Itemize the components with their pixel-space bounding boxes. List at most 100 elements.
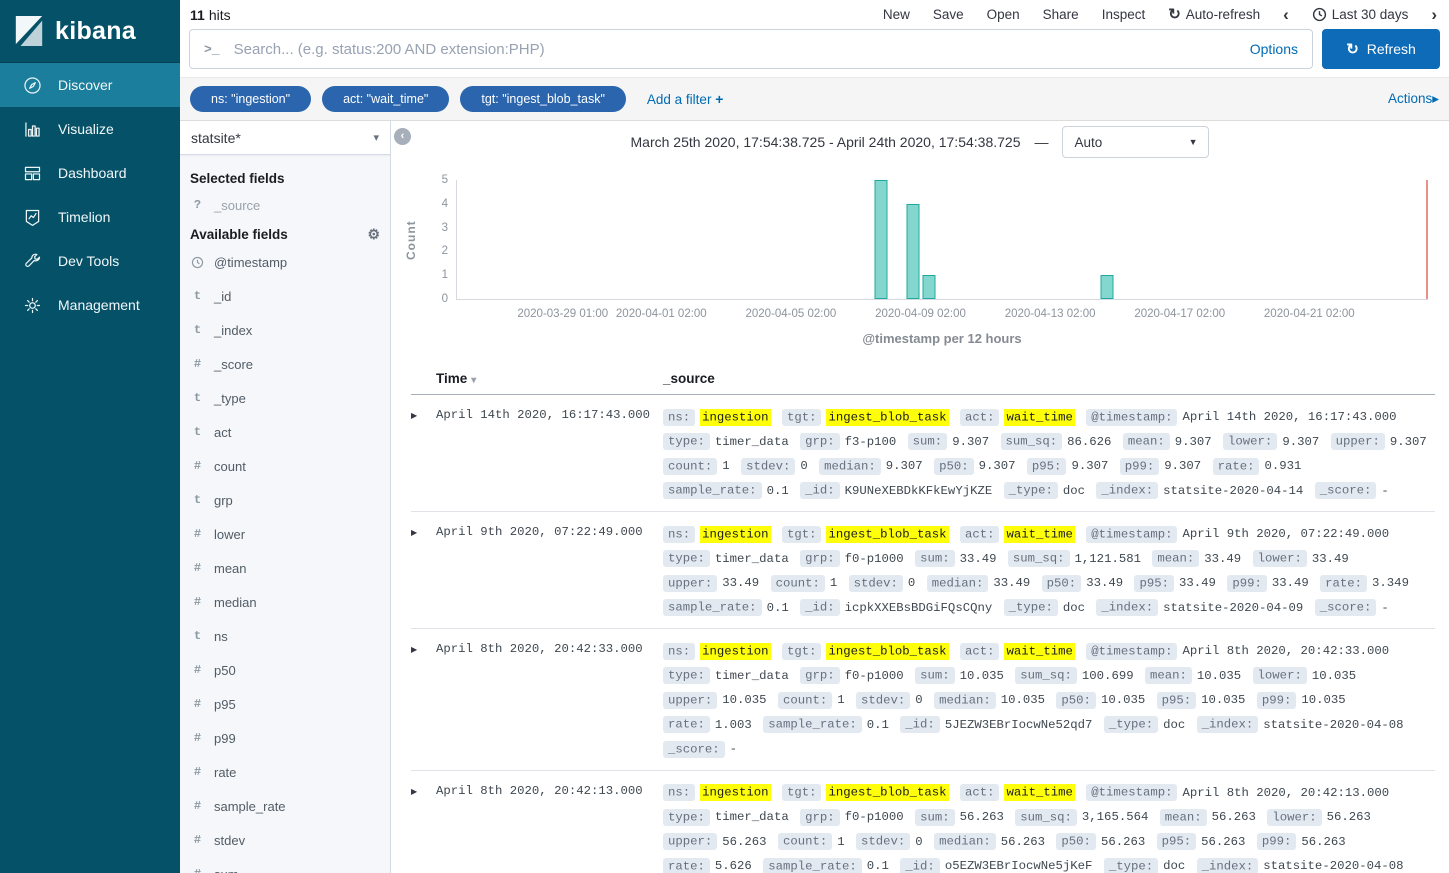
x-axis-tick: 2020-04-09 02:00: [875, 308, 966, 320]
histogram-bar[interactable]: [922, 275, 936, 299]
field-item-_index[interactable]: t _index: [190, 313, 380, 347]
time-range-button[interactable]: Last 30 days: [1312, 7, 1408, 22]
source-field-pair: _type: doc: [1103, 716, 1185, 733]
field-item-p99[interactable]: # p99: [190, 721, 380, 755]
source-field-pair: tgt: ingest_blob_task: [781, 784, 949, 801]
filter-pill-act[interactable]: act: "wait_time": [322, 86, 450, 112]
time-back-button[interactable]: ‹: [1283, 5, 1289, 24]
field-item-_source[interactable]: ? _source: [190, 188, 380, 222]
histogram-bar[interactable]: [1100, 275, 1114, 299]
field-key-badge: mean:: [1152, 550, 1200, 567]
new-button[interactable]: New: [882, 7, 910, 22]
field-key-badge: sum:: [907, 433, 948, 450]
field-item-sample_rate[interactable]: # sample_rate: [190, 789, 380, 823]
source-field-pair: grp: f3-p100: [800, 433, 896, 450]
field-type-icon: #: [193, 799, 202, 813]
field-key-badge: sample_rate:: [763, 857, 862, 873]
time-column-header[interactable]: Time ▾: [436, 371, 477, 386]
x-axis-tick: 2020-04-17 02:00: [1134, 308, 1226, 320]
field-key-badge: ns:: [663, 642, 696, 660]
field-key-badge: _index:: [1096, 599, 1159, 616]
sidebar-item-label: Management: [58, 297, 140, 313]
row-source: ns: ingestion tgt: ingest_blob_task act: wa…: [663, 781, 1435, 873]
field-key-badge: grp:: [800, 808, 840, 826]
field-item-rate[interactable]: # rate: [190, 755, 380, 789]
sidebar-item-dashboard[interactable]: Dashboard: [0, 151, 180, 195]
filter-actions-button[interactable]: Actions▸: [1387, 91, 1439, 106]
share-button[interactable]: Share: [1042, 7, 1079, 22]
source-field-pair: p50: 10.035: [1056, 691, 1145, 709]
add-filter-button[interactable]: Add a filter +: [646, 91, 724, 107]
source-field-pair: count: 1: [777, 833, 845, 850]
collapse-sidebar-button[interactable]: ‹: [394, 128, 411, 145]
field-label: count: [214, 458, 246, 474]
highlighted-field-value: wait_time: [1004, 525, 1075, 543]
filter-pill-ns[interactable]: ns: "ingestion": [190, 86, 312, 112]
sidebar-item-timelion[interactable]: Timelion: [0, 195, 180, 239]
field-label: _index: [214, 322, 253, 338]
field-item-@timestamp[interactable]: @timestamp: [190, 245, 380, 279]
options-button[interactable]: Options: [1249, 41, 1298, 57]
field-settings-gear-icon[interactable]: ⚙: [367, 226, 380, 242]
field-item-lower[interactable]: # lower: [190, 517, 380, 551]
field-key-badge: mean:: [1122, 433, 1170, 450]
field-value: 33.49: [993, 576, 1031, 590]
source-field-pair: _index: statsite-2020-04-08: [1196, 716, 1404, 733]
field-item-p95[interactable]: # p95: [190, 687, 380, 721]
sidebar-item-visualize[interactable]: Visualize: [0, 107, 180, 151]
expand-row-button[interactable]: ▶: [411, 786, 418, 796]
expand-row-button[interactable]: ▶: [411, 645, 418, 654]
field-item-count[interactable]: # count: [190, 449, 380, 483]
histogram-bar[interactable]: [874, 180, 888, 299]
histogram-bar[interactable]: [906, 203, 920, 299]
source-field-pair: mean: 10.035: [1144, 667, 1241, 684]
source-field-pair: sample_rate: 0.1: [763, 857, 889, 873]
selected-fields-list: ? _source: [190, 188, 380, 222]
field-item-sum[interactable]: # sum: [190, 857, 380, 873]
field-item-mean[interactable]: # mean: [190, 551, 380, 585]
filter-pill-tgt[interactable]: tgt: "ingest_blob_task": [460, 86, 626, 112]
field-value: 1.003: [714, 717, 752, 732]
field-value: doc: [1062, 600, 1086, 615]
time-forward-button[interactable]: ›: [1431, 5, 1437, 24]
field-item-grp[interactable]: t grp: [190, 483, 380, 517]
field-item-act[interactable]: t act: [190, 415, 380, 449]
index-pattern-select[interactable]: statsite* ▾: [180, 121, 390, 155]
save-button[interactable]: Save: [932, 7, 964, 22]
sidebar-item-label: Timelion: [58, 209, 111, 225]
field-item-p50[interactable]: # p50: [190, 653, 380, 687]
source-field-pair: sum: 9.307: [907, 433, 989, 450]
expand-row-button[interactable]: ▶: [411, 411, 418, 420]
field-key-badge: ns:: [663, 525, 696, 543]
refresh-button[interactable]: ↻ Refresh: [1322, 29, 1440, 69]
auto-refresh-button[interactable]: ↻ Auto-refresh: [1168, 6, 1261, 23]
field-item-_id[interactable]: t _id: [190, 279, 380, 313]
inspect-button[interactable]: Inspect: [1101, 7, 1146, 22]
search-input[interactable]: [231, 39, 1238, 59]
sidebar-item-discover[interactable]: Discover: [0, 63, 180, 107]
open-button[interactable]: Open: [986, 7, 1020, 22]
field-item-_type[interactable]: t _type: [190, 381, 380, 415]
timelion-shield-icon: [21, 206, 43, 228]
field-value: 33.49: [959, 551, 997, 566]
field-item-_score[interactable]: # _score: [190, 347, 380, 381]
source-field-pair: _index: statsite-2020-04-08: [1196, 857, 1404, 873]
field-key-badge: tgt:: [781, 525, 822, 543]
sidebar-item-management[interactable]: Management: [0, 283, 180, 327]
refresh-cycle-icon: ↻: [1168, 6, 1181, 23]
sidebar-item-dev-tools[interactable]: Dev Tools: [0, 239, 180, 283]
field-item-median[interactable]: # median: [190, 585, 380, 619]
field-key-badge: act:: [959, 408, 1000, 426]
field-key-badge: act:: [959, 642, 1000, 660]
interval-select[interactable]: Auto ▼: [1062, 126, 1210, 158]
kibana-home-link[interactable]: kibana: [0, 0, 180, 63]
top-menubar: 11 hits New Save Open Share Inspect ↻ Aut…: [180, 0, 1449, 26]
field-label: @timestamp: [214, 254, 288, 270]
source-field-pair: sum: 56.263: [915, 808, 1004, 826]
field-value: timer_data: [714, 810, 789, 824]
field-item-stdev[interactable]: # stdev: [190, 823, 380, 857]
filter-bar: ns: "ingestion" act: "wait_time" tgt: "i…: [180, 77, 1449, 121]
field-item-ns[interactable]: t ns: [190, 619, 380, 653]
expand-row-button[interactable]: ▶: [411, 528, 418, 537]
field-value: 33.49: [1086, 576, 1124, 590]
